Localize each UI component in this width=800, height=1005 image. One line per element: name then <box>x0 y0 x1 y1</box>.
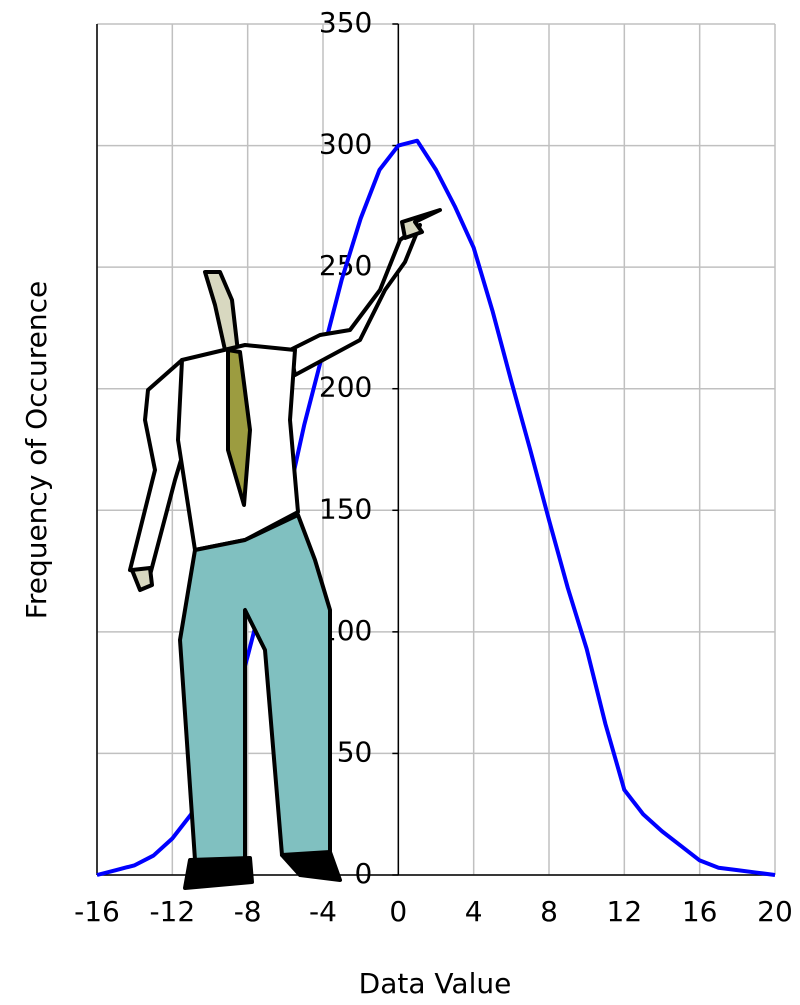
x-axis-label: Data Value <box>359 967 512 1000</box>
y-axis-label: Frequency of Occurence <box>20 281 53 620</box>
x-tick-label: -8 <box>234 895 262 928</box>
x-tick-label: 8 <box>540 895 558 928</box>
y-tick-label: 300 <box>319 128 372 161</box>
figure-hand <box>400 208 442 240</box>
figure-shoe-left <box>183 856 254 890</box>
y-tick-label: 150 <box>319 492 372 525</box>
x-tick-label: -12 <box>149 895 195 928</box>
x-tick-label: -16 <box>74 895 120 928</box>
y-tick-label: 350 <box>319 6 372 39</box>
x-tick-label: -4 <box>309 895 337 928</box>
y-tick-label: 50 <box>337 735 373 768</box>
y-tick-label: 0 <box>355 857 373 890</box>
x-tick-label: 4 <box>465 895 483 928</box>
figure-arm <box>288 223 422 377</box>
clip-art-figure <box>128 208 442 890</box>
y-tick-label: 200 <box>319 371 372 404</box>
x-tick-label: 20 <box>757 895 793 928</box>
figure-left-hand <box>130 566 154 592</box>
x-tick-label: 0 <box>389 895 407 928</box>
figure-shoe-right <box>280 850 342 882</box>
x-tick-label: 12 <box>607 895 643 928</box>
figure-tie <box>226 348 252 507</box>
figure-neck <box>203 270 240 354</box>
x-tick-label: 16 <box>682 895 718 928</box>
figure-pants <box>178 513 332 862</box>
